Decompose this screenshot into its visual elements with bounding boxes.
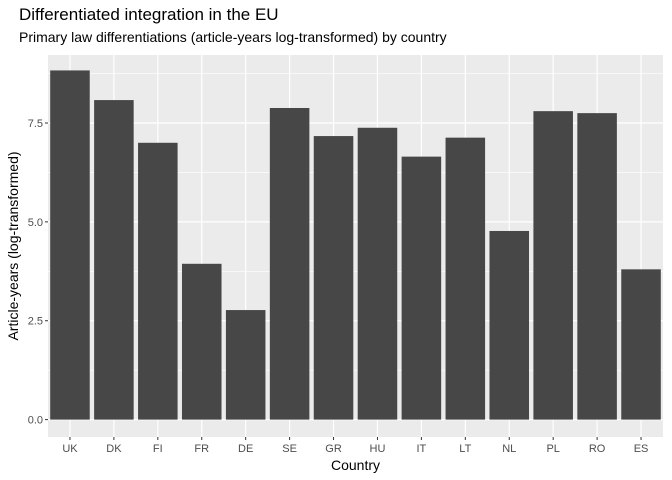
bar-es	[621, 269, 661, 420]
bar-nl	[489, 230, 530, 420]
x-tick-label: GR	[325, 443, 342, 455]
x-tick-label: DE	[238, 443, 253, 455]
y-tick-label: 2.5	[28, 316, 43, 328]
y-axis-title: Article-years (log-transformed)	[5, 151, 21, 340]
x-tick-label: FR	[194, 443, 209, 455]
bar-pl	[533, 111, 573, 420]
x-tick-label: LT	[459, 443, 471, 455]
bar-se	[269, 107, 310, 420]
x-tick-label: RO	[589, 443, 606, 455]
bar-it	[401, 156, 442, 420]
y-tick-label: 0.0	[28, 415, 43, 427]
x-tick-label: FI	[153, 443, 163, 455]
x-tick-label: NL	[502, 443, 516, 455]
x-tick-label: IT	[417, 443, 427, 455]
chart-title: Differentiated integration in the EU	[19, 5, 279, 24]
x-tick-label: DK	[106, 443, 122, 455]
bar-lt	[445, 137, 486, 420]
bar-dk	[94, 100, 134, 420]
x-tick-label: UK	[62, 443, 78, 455]
bar-hu	[357, 127, 398, 420]
x-tick-label: ES	[634, 443, 649, 455]
x-axis: UK DK FI FR DE SE GR HU IT LT NL PL RO ES	[62, 437, 648, 455]
y-axis: 0.0 2.5 5.0 7.5	[28, 118, 48, 427]
bar-uk	[50, 70, 90, 420]
x-tick-label: HU	[370, 443, 386, 455]
x-tick-label: SE	[282, 443, 297, 455]
y-tick-label: 7.5	[28, 118, 43, 130]
y-tick-label: 5.0	[28, 217, 43, 229]
bar-ro	[577, 113, 617, 420]
bar-fi	[138, 142, 178, 420]
bars	[50, 70, 661, 420]
x-tick-label: PL	[546, 443, 559, 455]
x-axis-title: Country	[331, 457, 380, 473]
bar-de	[225, 310, 266, 420]
bar-gr	[313, 136, 354, 420]
bar-fr	[181, 263, 222, 420]
chart-subtitle: Primary law differentiations (article-ye…	[19, 29, 447, 45]
